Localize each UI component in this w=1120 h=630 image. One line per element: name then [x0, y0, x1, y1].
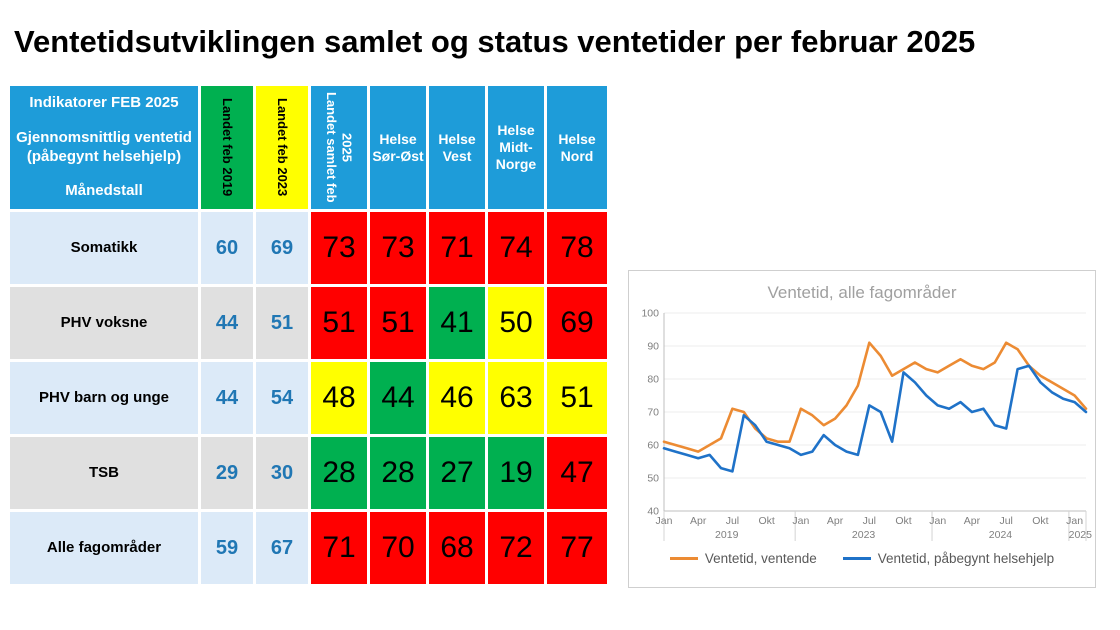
corner-line-gjennomsnittlig: Gjennomsnittlig ventetid (påbegynt helse… — [16, 128, 192, 165]
svg-text:90: 90 — [647, 341, 659, 353]
svg-text:2023: 2023 — [852, 529, 876, 541]
svg-text:100: 100 — [641, 308, 659, 320]
svg-text:Apr: Apr — [964, 515, 981, 527]
cell-phv-barn-og-unge-landet-2019: 44 — [201, 362, 253, 434]
svg-text:2025: 2025 — [1069, 529, 1093, 541]
cell-alle-fagomr-der-region-1: 70 — [370, 512, 426, 584]
legend-item-pabegynt: Ventetid, påbegynt helsehjelp — [842, 551, 1055, 566]
slide-title: Ventetidsutviklingen samlet og status ve… — [14, 24, 976, 59]
cell-tsb-landet-2019: 29 — [201, 437, 253, 509]
cell-phv-barn-og-unge-region-0: 48 — [311, 362, 367, 434]
cell-somatikk-landet-2019: 60 — [201, 212, 253, 284]
corner-line-indikatorer: Indikatorer FEB 2025 — [29, 94, 179, 111]
table-corner-header: Indikatorer FEB 2025 Gjennomsnittlig ven… — [10, 86, 198, 209]
cell-alle-fagomr-der-region-3: 72 — [488, 512, 544, 584]
svg-text:Jan: Jan — [792, 515, 809, 527]
svg-text:Apr: Apr — [827, 515, 844, 527]
chart-svg: 40 50 60 70 80 90 100 Jan Apr Jul Okt 2019 Jan Apr Jul… — [641, 308, 1093, 541]
cell-alle-fagomr-der-region-2: 68 — [429, 512, 485, 584]
cell-somatikk-region-3: 74 — [488, 212, 544, 284]
svg-text:60: 60 — [647, 440, 659, 452]
row-label-phv-barn-og-unge: PHV barn og unge — [10, 362, 198, 434]
svg-text:50: 50 — [647, 473, 659, 485]
svg-text:Jul: Jul — [863, 515, 876, 527]
col-header-landet-feb-2019: Landet feb 2019 — [201, 86, 253, 209]
cell-somatikk-region-2: 71 — [429, 212, 485, 284]
cell-phv-voksne-region-4: 69 — [547, 287, 607, 359]
svg-text:2024: 2024 — [989, 529, 1013, 541]
cell-tsb-region-3: 19 — [488, 437, 544, 509]
cell-phv-barn-og-unge-region-2: 46 — [429, 362, 485, 434]
chart-legend: Ventetid, ventende Ventetid, påbegynt he… — [669, 551, 1055, 566]
row-label-alle-fagomr-der: Alle fagområder — [10, 512, 198, 584]
col-header-landet-samlet-feb-2025: Landet samlet feb 2025 — [311, 86, 367, 209]
row-label-somatikk: Somatikk — [10, 212, 198, 284]
cell-phv-voksne-region-3: 50 — [488, 287, 544, 359]
col-header-landet-feb-2023: Landet feb 2023 — [256, 86, 308, 209]
cell-somatikk-region-0: 73 — [311, 212, 367, 284]
row-label-tsb: TSB — [10, 437, 198, 509]
legend-item-ventende: Ventetid, ventende — [669, 551, 817, 566]
col-header-helse-nord: Helse Nord — [547, 86, 607, 209]
svg-text:Jul: Jul — [726, 515, 739, 527]
corner-line-manedstall: Månedstall — [65, 182, 143, 200]
row-label-phv-voksne: PHV voksne — [10, 287, 198, 359]
svg-text:80: 80 — [647, 374, 659, 386]
cell-somatikk-region-4: 78 — [547, 212, 607, 284]
cell-tsb-region-1: 28 — [370, 437, 426, 509]
chart-panel: Ventetid, alle fagområder 40 50 60 70 80 90 10… — [628, 270, 1096, 588]
cell-alle-fagomr-der-landet-2019: 59 — [201, 512, 253, 584]
legend-line-orange-icon — [669, 557, 698, 560]
cell-phv-voksne-region-2: 41 — [429, 287, 485, 359]
cell-phv-voksne-landet-2019: 44 — [201, 287, 253, 359]
ventetid-table: Indikatorer FEB 2025 Gjennomsnittlig ven… — [10, 86, 607, 584]
svg-text:40: 40 — [647, 506, 659, 518]
legend-label-ventende: Ventetid, ventende — [704, 551, 817, 566]
cell-alle-fagomr-der-region-4: 77 — [547, 512, 607, 584]
svg-text:Jul: Jul — [999, 515, 1012, 527]
cell-phv-voksne-region-1: 51 — [370, 287, 426, 359]
legend-line-blue-icon — [842, 557, 871, 560]
cell-tsb-region-4: 47 — [547, 437, 607, 509]
cell-somatikk-landet-2023: 69 — [256, 212, 308, 284]
cell-phv-voksne-region-0: 51 — [311, 287, 367, 359]
cell-phv-barn-og-unge-region-3: 63 — [488, 362, 544, 434]
cell-phv-barn-og-unge-region-4: 51 — [547, 362, 607, 434]
col-header-helse-vest: Helse Vest — [429, 86, 485, 209]
svg-text:Apr: Apr — [690, 515, 707, 527]
cell-tsb-region-2: 27 — [429, 437, 485, 509]
chart-plot-area: 40 50 60 70 80 90 100 Jan Apr Jul Okt 2019 Jan Apr Jul… — [630, 305, 1094, 549]
cell-tsb-landet-2023: 30 — [256, 437, 308, 509]
svg-text:Okt: Okt — [758, 515, 774, 527]
cell-somatikk-region-1: 73 — [370, 212, 426, 284]
svg-text:Okt: Okt — [895, 515, 911, 527]
col-header-helse-sor-ost: Helse Sør-Øst — [370, 86, 426, 209]
svg-text:Jan: Jan — [929, 515, 946, 527]
svg-text:70: 70 — [647, 407, 659, 419]
svg-text:Okt: Okt — [1032, 515, 1048, 527]
cell-phv-barn-og-unge-region-1: 44 — [370, 362, 426, 434]
svg-text:Jan: Jan — [1066, 515, 1083, 527]
svg-text:Jan: Jan — [656, 515, 673, 527]
legend-label-pabegynt: Ventetid, påbegynt helsehjelp — [877, 551, 1055, 566]
chart-title: Ventetid, alle fagområder — [767, 283, 957, 302]
cell-phv-barn-og-unge-landet-2023: 54 — [256, 362, 308, 434]
cell-tsb-region-0: 28 — [311, 437, 367, 509]
cell-alle-fagomr-der-region-0: 71 — [311, 512, 367, 584]
svg-text:2019: 2019 — [715, 529, 739, 541]
cell-phv-voksne-landet-2023: 51 — [256, 287, 308, 359]
col-header-helse-midt-norge: Helse Midt-Norge — [488, 86, 544, 209]
cell-alle-fagomr-der-landet-2023: 67 — [256, 512, 308, 584]
